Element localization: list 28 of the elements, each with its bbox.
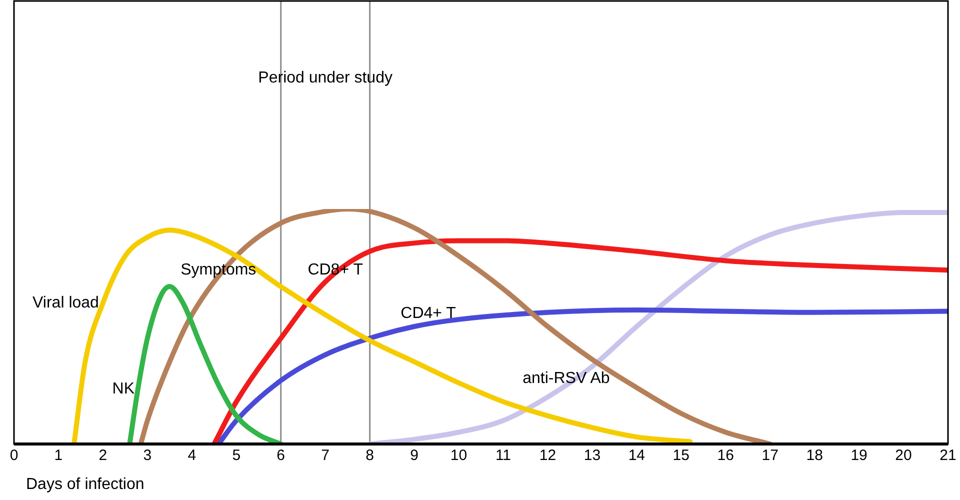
x-tick-label: 7 [321,447,330,464]
x-tick-label: 16 [717,447,734,464]
x-tick-label: 19 [850,447,868,464]
x-tick-label: 6 [276,447,286,464]
x-tick-label: 18 [806,447,823,464]
x-tick-label: 8 [366,447,374,464]
x-tick-label: 14 [628,447,646,464]
x-tick-label: 11 [495,447,512,464]
x-tick-label: 10 [450,447,468,464]
x-tick-label: 5 [232,447,241,464]
x-tick-label: 3 [143,447,152,464]
x-tick-label: 0 [10,447,18,464]
series-label: Viral load [32,294,99,312]
x-tick-label: 15 [672,447,690,464]
series-label: NK [112,380,135,398]
text: Period under study [258,69,392,86]
x-axis-title: Days of infection [26,476,144,494]
x-tick-label: 21 [940,447,956,464]
x-tick-label: 17 [762,447,778,464]
series-label: CD4+ T [400,304,456,322]
series-label: anti-RSV Ab [522,370,610,387]
x-tick-label: 4 [188,447,196,464]
x-tick-label: 13 [584,447,601,464]
x-tick-label: 2 [98,447,108,464]
x-tick-label: 12 [539,447,556,464]
x-tick-label: 20 [895,447,912,464]
x-tick-label: 1 [54,447,63,464]
x-tick-label: 9 [410,447,418,464]
